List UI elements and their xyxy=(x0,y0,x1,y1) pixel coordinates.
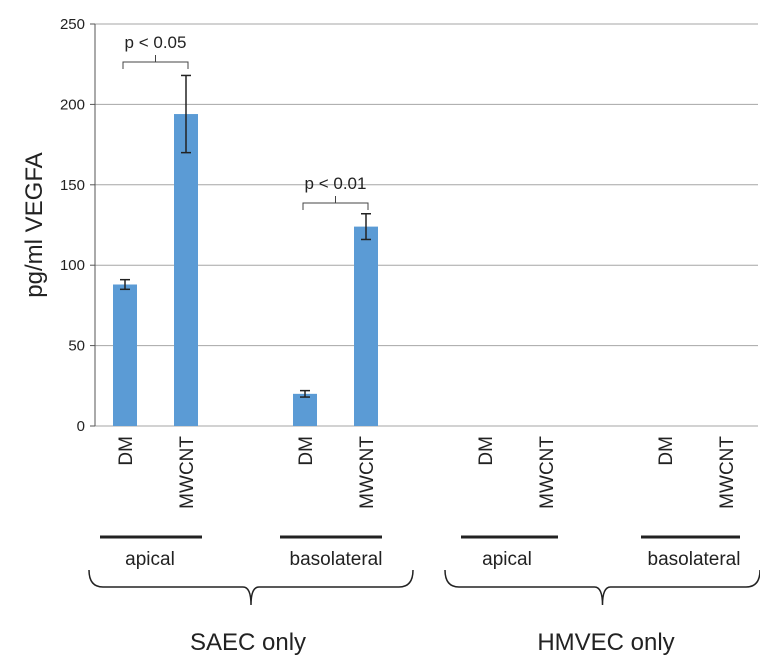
group-labels: SAEC only HMVEC only xyxy=(88,569,760,656)
category-label: MWCNT xyxy=(537,436,558,509)
group-label: HMVEC only xyxy=(537,629,674,656)
bar xyxy=(293,393,317,426)
y-axis-label: pg/ml VEGFA xyxy=(21,152,48,297)
category-label: DM xyxy=(476,436,497,466)
bars xyxy=(113,114,378,426)
significance-bracket xyxy=(122,55,189,69)
bar xyxy=(174,114,198,426)
subgroup-label: apical xyxy=(125,549,175,570)
category-label: DM xyxy=(116,436,137,466)
subgroup-label: basolateral xyxy=(648,549,741,570)
subgroup-label: apical xyxy=(482,549,532,570)
y-tick-label: 50 xyxy=(68,338,85,355)
group-brace xyxy=(88,569,414,606)
y-tick-label: 250 xyxy=(60,16,85,33)
y-tick-label: 150 xyxy=(60,177,85,194)
bar xyxy=(113,284,137,426)
group-brace xyxy=(444,569,760,606)
p-value-label: p < 0.05 xyxy=(125,33,187,52)
y-tick-label: 0 xyxy=(77,418,85,435)
category-label: MWCNT xyxy=(357,436,378,509)
bar xyxy=(354,226,378,426)
category-label: MWCNT xyxy=(177,436,198,509)
gridlines xyxy=(95,23,758,427)
category-labels: DM MWCNT DM MWCNT DM MWCNT DM MWCNT xyxy=(116,436,738,509)
subgroup-label: basolateral xyxy=(290,549,383,570)
p-value-label: p < 0.01 xyxy=(305,174,367,193)
y-tick-label: 200 xyxy=(60,96,85,113)
category-label: DM xyxy=(656,436,677,466)
subgroup-labels: apical basolateral apical basolateral xyxy=(100,535,741,570)
y-axis-ticks: 0 50 100 150 200 250 xyxy=(60,16,95,435)
y-tick-label: 100 xyxy=(60,257,85,274)
significance-bracket xyxy=(302,196,369,210)
group-label: SAEC only xyxy=(190,629,306,656)
significance-annotations: p < 0.05 p < 0.01 xyxy=(122,33,369,210)
error-bars xyxy=(120,74,371,398)
category-label: MWCNT xyxy=(717,436,738,509)
category-label: DM xyxy=(296,436,317,466)
